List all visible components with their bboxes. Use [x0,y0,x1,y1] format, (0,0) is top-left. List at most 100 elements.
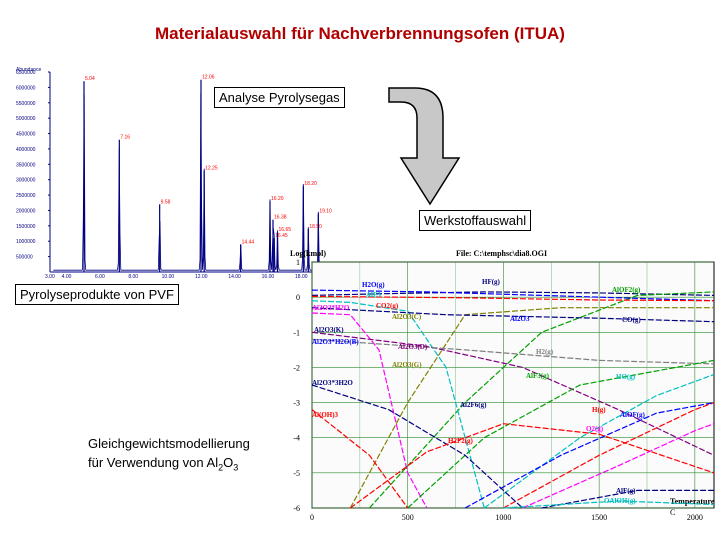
eq-species-label: Al2O3 [510,315,530,323]
eq-species-label: Al2O3*H2O [312,304,350,312]
chrom-ylabel: Abundance [16,67,42,73]
label-gleichgewicht-line1: Gleichgewichtsmodellierung [88,436,250,451]
chrom-y-tick-label: 1500000 [16,224,36,230]
eq-title: File: C:\temphsc\dia8.OGI [456,249,547,258]
label-sub-3: 3 [233,462,239,473]
eq-species-curve [311,289,715,302]
chrom-peak-label: 16.45 [275,233,288,239]
chrom-y-tick-label: 3500000 [16,162,36,168]
eq-species-label: Al2O3*3H2O [312,379,353,387]
eq-y-tick-label: 0 [296,293,300,302]
eq-x-tick-label: 500 [402,513,414,522]
eq-species-label: AlF3(g) [526,372,550,380]
eq-species-label: Al(OH)3 [312,411,339,419]
slide-title: Materialauswahl für Nachverbrennungsofen… [155,24,565,43]
chrom-y-tick-label: 1000000 [16,239,36,245]
eq-species-curve [464,402,715,509]
eq-species-label: Al2F6(g) [460,401,487,409]
eq-species-label: O2(g) [586,425,604,433]
eq-y-tick-label: -6 [293,504,300,513]
eq-ylabel: Log(kmol) [290,249,326,258]
chrom-peak-label: 7.16 [120,135,130,141]
eq-species-curve [311,409,409,509]
eq-xlabel: Temperature [670,497,715,506]
eq-species-curve [503,500,715,509]
chrom-x-tick-label: 16.00 [262,274,275,280]
label-pyrolyseprodukte: Pyrolyseprodukte von PVF [15,284,179,305]
eq-species-curve [483,373,715,509]
chrom-x-tick-label: 12.00 [195,274,208,280]
chrom-y-tick-label: 2500000 [16,193,36,199]
eq-species-curve [503,402,715,509]
eq-species-label: HF(g) [482,278,501,286]
label-werkstoffauswahl: Werkstoffauswahl [419,210,532,231]
eq-x-tick-label: 2000 [687,513,703,522]
chrom-y-tick-label: 500000 [16,255,33,261]
eq-species-label: AlOF(g) [620,411,646,419]
chrom-x-tick-label: 14.00 [228,274,241,280]
chrom-y-tick-label: 5500000 [16,101,36,107]
chrom-y-tick-label: 4000000 [16,147,36,153]
chrom-x-tick-label: 8.00 [128,274,138,280]
eq-species-label: H2F2(g) [448,437,474,445]
eq-y-tick-label: -4 [293,434,300,443]
eq-species-label: AlF3 [366,291,381,299]
eq-x-tick-label: 0 [310,513,314,522]
eq-species-curve [522,423,715,509]
chrom-peak-label: 18.50 [309,224,322,230]
chrom-x-tick-label: 10.00 [162,274,175,280]
chrom-peak-label: 19.10 [319,209,332,215]
chrom-x-tick-label: 4.00 [62,274,72,280]
label-pyrolysegas: Analyse Pyrolysegas [214,87,345,108]
label-sub-2: 2 [218,462,224,473]
eq-y-tick-label: -2 [293,363,300,372]
eq-species-label: Al2O3(G) [392,361,422,369]
eq-species-curve [311,291,715,296]
chrom-y-tick-label: 6500000 [16,70,36,76]
eq-species-label: OAlOH(g) [604,497,636,505]
label-line2-o: O [223,455,234,470]
label-gleichgewicht-line2: für Verwendung von Al2O3 [88,453,250,478]
equilibrium-chart: 0 500 1000 1500 2000 1 0 -1 -2 -3 -4 -5 -6 Log(kmol) F… [290,249,715,522]
label-gleichgewicht: Gleichgewichtsmodellierung für Verwendun… [88,434,250,478]
eq-species-label: Al2O3(K) [314,326,344,334]
chrom-trace [53,92,346,271]
eq-y-tick-label: -5 [293,469,300,478]
eq-species-curve [349,423,715,509]
eq-species-label: AlOF2(g) [612,286,641,294]
eq-species-label: Al2O3(C) [392,313,422,321]
chrom-y-tick-label: 5000000 [16,116,36,122]
chrom-peak-label: 18.20 [304,181,317,187]
chrom-y-tick-label: 6000000 [16,85,36,91]
eq-species-label: H2O(g) [362,281,385,289]
eq-y-tick-label: -1 [293,328,300,337]
chrom-peak-label: 16.65 [279,227,292,233]
eq-xlabel-unit: C [670,508,675,517]
eq-species-label: CO(g) [622,316,641,324]
eq-species-curve [407,359,715,509]
eq-species-curve [311,384,524,509]
eq-species-label: Al2O3*H2O(B) [312,338,359,346]
chrom-y-tick-label: 4500000 [16,132,36,138]
eq-species-curve [311,300,485,509]
eq-species-curve [311,312,428,509]
eq-species-curve [311,331,715,456]
chrom-peak-label: 12.06 [202,75,215,81]
eq-y-tick-label: -3 [293,399,300,408]
chrom-peak-label: 12.25 [205,165,218,171]
eq-x-tick-label: 1000 [495,513,511,522]
eq-species-label: AlF(g) [616,487,636,495]
eq-species-label: Al2O3(D) [398,343,428,351]
eq-species-label: H(g) [592,406,606,414]
chrom-peak-label: 16.20 [271,196,284,202]
chrom-y-tick-label: 3000000 [16,178,36,184]
eq-species-label: CO2(g) [376,302,399,310]
eq-species-curve [311,307,715,323]
chrom-peak-label: 14.44 [242,239,255,245]
chrom-x-tick-label: 3.00 [45,274,55,280]
label-line2-prefix: für Verwendung von Al [88,455,219,470]
eq-species-curve [311,338,715,365]
eq-species-curve [541,489,714,509]
eq-species-curve [311,295,715,302]
chrom-x-tick-label: 18.00 [295,274,308,280]
